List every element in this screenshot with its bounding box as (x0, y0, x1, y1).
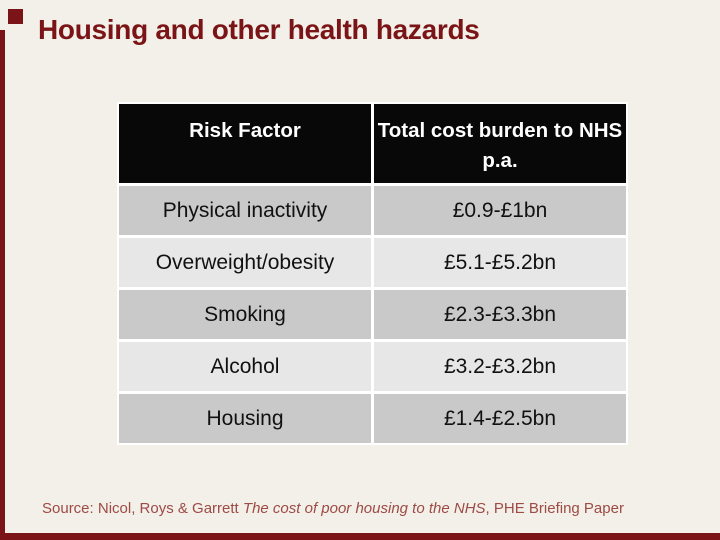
table-cell-risk: Alcohol (119, 342, 371, 391)
table-cell-risk: Overweight/obesity (119, 238, 371, 287)
table-cell-cost: £2.3-£3.3bn (374, 290, 626, 339)
accent-left-border (0, 30, 5, 540)
accent-square (8, 9, 23, 24)
table-cell-risk: Housing (119, 394, 371, 443)
accent-bottom-border (0, 533, 720, 540)
source-citation: Source: Nicol, Roys & Garrett The cost o… (42, 500, 702, 517)
slide-title: Housing and other health hazards (38, 14, 480, 45)
source-suffix: , PHE Briefing Paper (485, 500, 624, 517)
table-cell-risk: Physical inactivity (119, 186, 371, 235)
table-cell-cost: £3.2-£3.2bn (374, 342, 626, 391)
risk-cost-table: Risk Factor Total cost burden to NHS p.a… (117, 102, 628, 445)
table-cell-cost: £0.9-£1bn (374, 186, 626, 235)
source-publication-title: The cost of poor housing to the NHS (242, 500, 486, 517)
table-header-risk-factor: Risk Factor (119, 104, 371, 183)
table-header-cost-burden: Total cost burden to NHS p.a. (374, 104, 626, 183)
table-cell-risk: Smoking (119, 290, 371, 339)
table-cell-cost: £5.1-£5.2bn (374, 238, 626, 287)
table-cell-cost: £1.4-£2.5bn (374, 394, 626, 443)
source-prefix: Source: Nicol, Roys & Garrett (42, 500, 243, 517)
